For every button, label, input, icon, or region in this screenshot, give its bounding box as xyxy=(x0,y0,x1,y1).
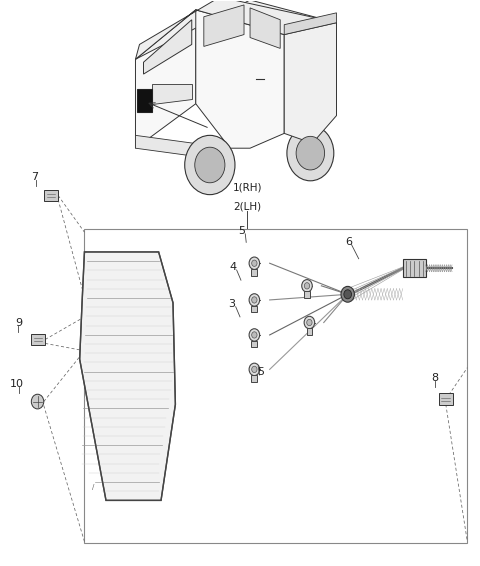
Bar xyxy=(252,269,257,276)
Circle shape xyxy=(249,329,260,341)
Polygon shape xyxy=(137,89,152,112)
Bar xyxy=(252,375,257,382)
Text: 10: 10 xyxy=(10,379,24,388)
Circle shape xyxy=(304,282,310,289)
Circle shape xyxy=(304,316,315,329)
Circle shape xyxy=(252,366,257,372)
Circle shape xyxy=(341,286,354,302)
Bar xyxy=(84,229,468,543)
Circle shape xyxy=(31,395,44,409)
Bar xyxy=(403,259,426,277)
Circle shape xyxy=(185,135,235,195)
Bar xyxy=(252,306,257,312)
Polygon shape xyxy=(135,0,336,59)
Polygon shape xyxy=(135,135,230,161)
Bar xyxy=(31,333,45,345)
Polygon shape xyxy=(284,13,336,35)
Bar xyxy=(252,341,257,348)
Text: 1(RH): 1(RH) xyxy=(232,183,262,192)
Bar xyxy=(307,328,312,335)
Polygon shape xyxy=(135,10,196,148)
Polygon shape xyxy=(80,252,175,500)
Polygon shape xyxy=(135,0,336,59)
Circle shape xyxy=(252,332,257,338)
Text: 5: 5 xyxy=(257,367,264,377)
Text: 9: 9 xyxy=(15,318,22,328)
Polygon shape xyxy=(204,5,244,46)
Circle shape xyxy=(307,319,312,325)
Circle shape xyxy=(249,294,260,306)
Text: 5: 5 xyxy=(238,226,245,236)
Circle shape xyxy=(249,257,260,269)
Text: 6: 6 xyxy=(346,237,353,247)
Circle shape xyxy=(252,260,257,267)
Text: 2(LH): 2(LH) xyxy=(233,201,261,211)
Text: /: / xyxy=(92,484,94,490)
Bar xyxy=(304,291,310,298)
Text: 7: 7 xyxy=(32,172,39,182)
Circle shape xyxy=(287,126,334,181)
Polygon shape xyxy=(250,8,280,49)
Polygon shape xyxy=(196,10,284,148)
Circle shape xyxy=(296,136,324,170)
Text: 4: 4 xyxy=(229,262,236,272)
Polygon shape xyxy=(284,23,336,143)
Polygon shape xyxy=(144,20,192,74)
Circle shape xyxy=(302,280,312,292)
Circle shape xyxy=(195,147,225,183)
Text: 8: 8 xyxy=(432,373,439,383)
Circle shape xyxy=(249,363,260,376)
Circle shape xyxy=(252,297,257,303)
Circle shape xyxy=(344,290,351,299)
Text: 3: 3 xyxy=(228,299,235,309)
Bar xyxy=(439,393,453,405)
Polygon shape xyxy=(152,84,192,104)
Bar xyxy=(44,190,58,201)
